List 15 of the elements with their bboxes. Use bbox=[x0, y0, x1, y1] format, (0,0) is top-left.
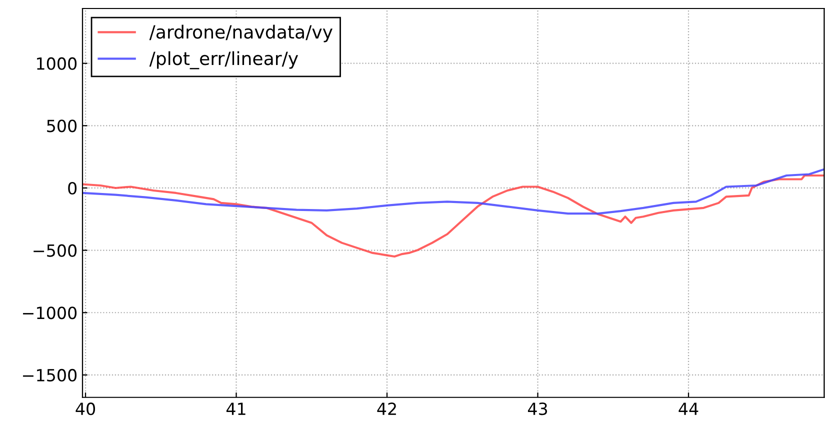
legend-label: /plot_err/linear/y bbox=[149, 51, 298, 70]
x-tick-label: 43 bbox=[528, 402, 548, 416]
y-tick-label: 500 bbox=[47, 120, 77, 132]
y-tick-label: 0 bbox=[68, 182, 77, 195]
x-tick-label: 44 bbox=[678, 402, 698, 415]
y-tick-label: −1500 bbox=[23, 368, 77, 382]
line-series bbox=[82, 174, 824, 258]
x-tick-label: 42 bbox=[377, 402, 396, 415]
y-tick-label: −1000 bbox=[23, 306, 77, 320]
x-tick-label: 40 bbox=[76, 402, 96, 416]
y-tick-label: −500 bbox=[34, 244, 77, 257]
x-tick-label: 41 bbox=[226, 402, 246, 415]
legend-label: /ardrone/navdata/vy bbox=[149, 24, 332, 42]
y-tick-label: 1000 bbox=[37, 57, 77, 70]
line-series bbox=[82, 168, 824, 215]
